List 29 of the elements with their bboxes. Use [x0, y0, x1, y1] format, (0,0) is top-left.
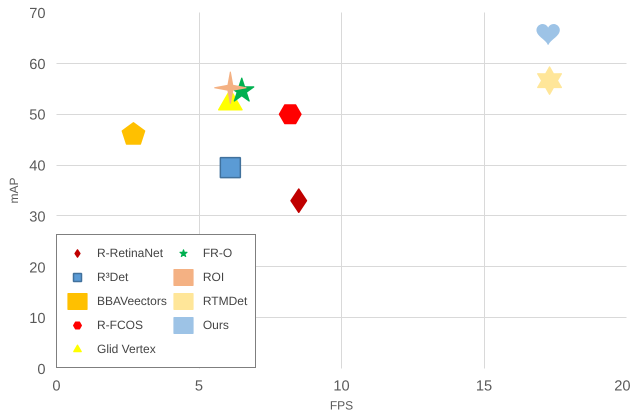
y-tick-label: 20 — [29, 260, 46, 276]
x-axis-title: FPS — [330, 398, 354, 412]
point — [214, 71, 247, 104]
x-tick-label: 10 — [333, 378, 350, 394]
x-tick-label: 15 — [476, 378, 492, 394]
point — [122, 122, 146, 145]
legend-label: RTMDet — [202, 294, 248, 308]
y-tick-label: 70 — [29, 6, 46, 22]
legend-label: Glid Vertex — [97, 342, 156, 356]
y-axis-title: mAP — [7, 177, 22, 204]
point — [220, 156, 242, 178]
y-tick-label: 10 — [29, 311, 46, 328]
y-tick-label: 30 — [29, 209, 46, 226]
point — [278, 104, 302, 124]
legend-label: ROI — [202, 270, 224, 284]
y-tick-label: 0 — [37, 362, 46, 378]
legend-label: R³Det — [97, 270, 128, 284]
legend-label: R-RetinaNet — [97, 246, 164, 260]
legend-label: Ours — [202, 318, 229, 332]
legend-label: BBAVeectors — [97, 294, 167, 308]
point — [536, 66, 562, 96]
x-tick-label: 0 — [52, 378, 61, 394]
y-tick-label: 40 — [29, 158, 46, 175]
x-tick-label: 5 — [194, 378, 204, 394]
x-tick-label: 20 — [614, 378, 630, 394]
legend-label: FR-O — [202, 246, 232, 260]
y-tick-label: 50 — [29, 108, 46, 124]
legend-label: R-FCOS — [97, 318, 143, 332]
y-tick-label: 60 — [29, 56, 46, 73]
